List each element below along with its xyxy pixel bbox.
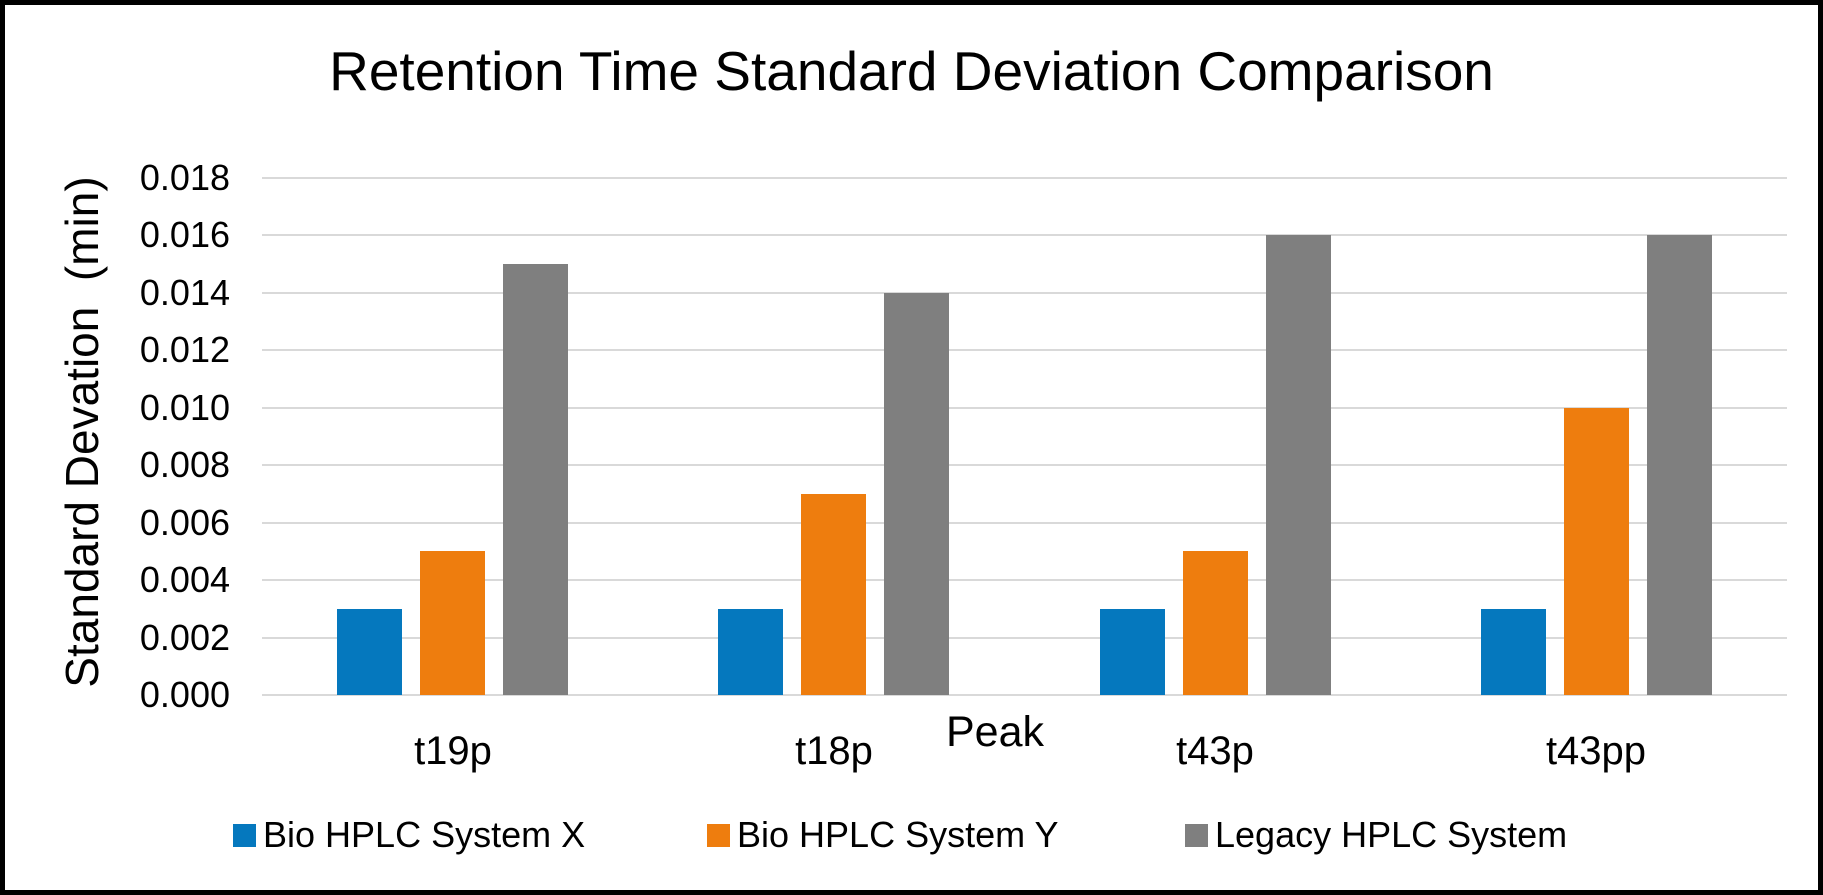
legend-label-2: Bio HPLC System Y xyxy=(737,814,1059,855)
gridline-0.002 xyxy=(262,637,1787,639)
bar-t19p-series-2 xyxy=(420,551,485,695)
gridline-0.016 xyxy=(262,234,1787,236)
y-tick-label: 0.012 xyxy=(139,329,230,370)
legend-swatch-3 xyxy=(1185,823,1208,847)
plot-area xyxy=(262,177,1787,696)
legend-item-1: Bio HPLC System X xyxy=(233,813,585,857)
gridline-0.000 xyxy=(262,694,1787,696)
gridline-0.010 xyxy=(262,407,1787,409)
x-axis-title: Peak xyxy=(945,708,1044,756)
bar-t18p-series-3 xyxy=(884,293,949,695)
chart-title: Retention Time Standard Deviation Compar… xyxy=(329,40,1494,102)
gridline-0.018 xyxy=(262,177,1787,179)
y-tick-label: 0.000 xyxy=(139,674,230,715)
y-tick-label: 0.018 xyxy=(139,157,230,198)
bar-t18p-series-2 xyxy=(801,494,866,695)
y-tick-label: 0.010 xyxy=(139,387,230,428)
category-label-t18p: t18p xyxy=(795,729,873,773)
category-label-t19p: t19p xyxy=(414,729,492,773)
y-tick-label: 0.014 xyxy=(139,272,230,313)
y-tick-label: 0.008 xyxy=(139,444,230,485)
bar-t43p-series-1 xyxy=(1100,609,1165,695)
y-tick-label: 0.002 xyxy=(139,617,230,658)
gridline-0.004 xyxy=(262,579,1787,581)
category-label-t43p: t43p xyxy=(1176,729,1254,773)
gridline-0.006 xyxy=(262,522,1787,524)
legend-label-3: Legacy HPLC System xyxy=(1215,814,1568,855)
gridline-0.014 xyxy=(262,292,1787,294)
legend-item-2: Bio HPLC System Y xyxy=(707,813,1058,857)
bar-t19p-series-1 xyxy=(337,609,402,695)
legend-label-1: Bio HPLC System X xyxy=(263,814,586,855)
y-tick-label: 0.016 xyxy=(139,214,230,255)
legend-swatch-2 xyxy=(707,823,730,847)
bar-t43p-series-3 xyxy=(1266,235,1331,695)
bar-t43pp-series-2 xyxy=(1564,408,1629,695)
bar-t43pp-series-3 xyxy=(1647,235,1712,695)
legend-item-3: Legacy HPLC System xyxy=(1185,813,1567,857)
gridline-0.012 xyxy=(262,349,1787,351)
bar-t43pp-series-1 xyxy=(1481,609,1546,695)
bar-t19p-series-3 xyxy=(503,264,568,695)
legend-swatch-1 xyxy=(233,823,256,847)
y-tick-label: 0.006 xyxy=(139,502,230,543)
y-tick-label: 0.004 xyxy=(139,559,230,600)
bar-t43p-series-2 xyxy=(1183,551,1248,695)
bar-t18p-series-1 xyxy=(718,609,783,695)
category-label-t43pp: t43pp xyxy=(1545,729,1647,773)
gridline-0.008 xyxy=(262,464,1787,466)
